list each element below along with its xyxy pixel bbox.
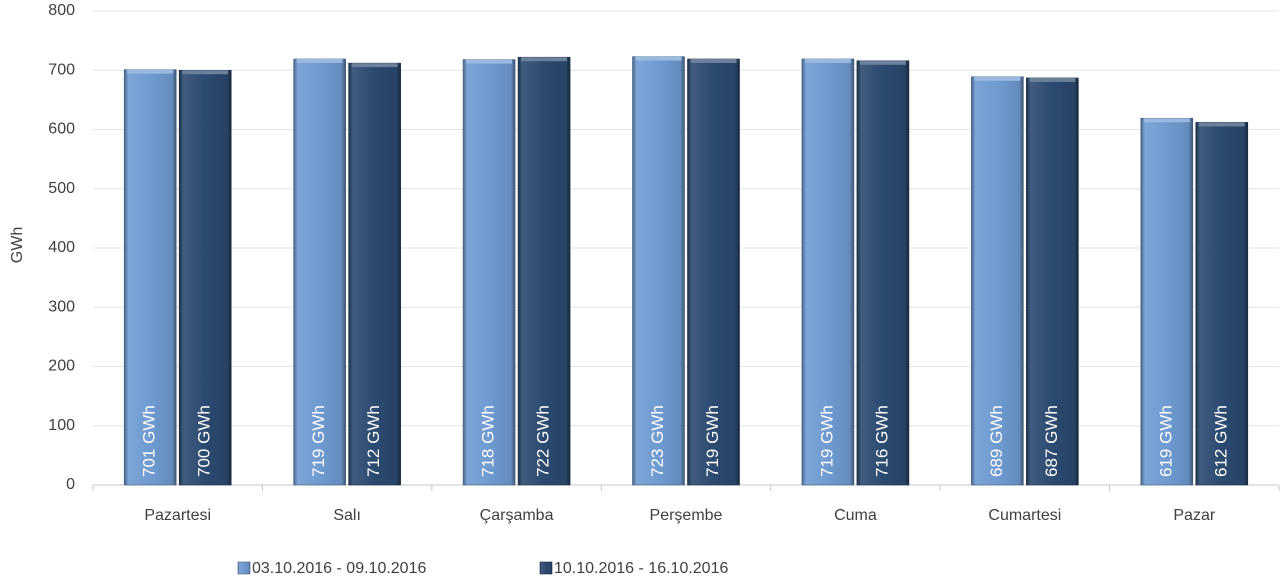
bar-top <box>1198 122 1245 127</box>
bar <box>1140 117 1194 486</box>
bar <box>293 58 346 486</box>
bar-top <box>182 70 229 75</box>
value-label: 719 GWh <box>309 405 328 477</box>
legend-label: 10.10.2016 - 16.10.2016 <box>554 560 728 577</box>
value-label: 723 GWh <box>648 405 667 477</box>
bar <box>856 60 910 486</box>
value-label: 700 GWh <box>195 405 214 477</box>
y-tick-label: 500 <box>48 180 75 197</box>
bar-top <box>296 58 343 63</box>
value-label: 722 GWh <box>534 405 553 477</box>
bar-top <box>690 58 737 63</box>
bar-top <box>127 69 174 74</box>
bar-top <box>859 60 906 65</box>
bar-top <box>351 63 398 68</box>
value-label: 689 GWh <box>987 405 1006 477</box>
y-axis-label: GWh <box>9 227 26 263</box>
y-tick-label: 0 <box>66 476 75 493</box>
value-label: 716 GWh <box>872 405 891 477</box>
bar <box>971 76 1024 486</box>
value-label: 718 GWh <box>479 405 498 477</box>
value-label: 712 GWh <box>364 405 383 477</box>
legend-marker <box>237 561 251 575</box>
x-tick-label: Perşembe <box>650 507 723 524</box>
bar-top <box>1143 118 1190 123</box>
bar <box>462 59 516 486</box>
y-tick-label: 400 <box>48 239 75 256</box>
value-label: 619 GWh <box>1156 405 1175 477</box>
x-tick-label: Pazartesi <box>144 507 211 524</box>
y-tick-label: 600 <box>48 121 75 138</box>
bar <box>178 69 232 486</box>
bar-top <box>974 76 1021 81</box>
y-tick-label: 200 <box>48 358 75 375</box>
bar <box>687 58 740 486</box>
value-label: 612 GWh <box>1211 405 1230 477</box>
x-tick-label: Pazar <box>1173 507 1215 524</box>
bar <box>1026 77 1079 486</box>
value-label: 719 GWh <box>703 405 722 477</box>
value-label: 719 GWh <box>817 405 836 477</box>
bar <box>123 69 177 486</box>
value-label: 701 GWh <box>140 405 159 477</box>
bar <box>1195 122 1249 486</box>
y-tick-label: 300 <box>48 298 75 315</box>
x-tick-label: Cuma <box>834 507 877 524</box>
value-label: 687 GWh <box>1042 405 1061 477</box>
y-tick-label: 700 <box>48 61 75 78</box>
bar-top <box>466 59 513 64</box>
x-tick-label: Cumartesi <box>988 507 1061 524</box>
y-tick-label: 800 <box>48 2 75 19</box>
bar-top <box>635 56 682 61</box>
y-tick-label: 100 <box>48 417 75 434</box>
bar <box>517 56 571 486</box>
bar-top <box>521 57 568 62</box>
bar <box>801 58 855 486</box>
bar-top <box>1029 77 1076 82</box>
legend-marker <box>539 561 553 575</box>
legend-label: 03.10.2016 - 09.10.2016 <box>252 560 426 577</box>
bar <box>348 62 401 486</box>
bar-top <box>804 58 851 63</box>
x-tick-label: Salı <box>333 507 361 524</box>
x-tick-label: Çarşamba <box>480 507 554 524</box>
